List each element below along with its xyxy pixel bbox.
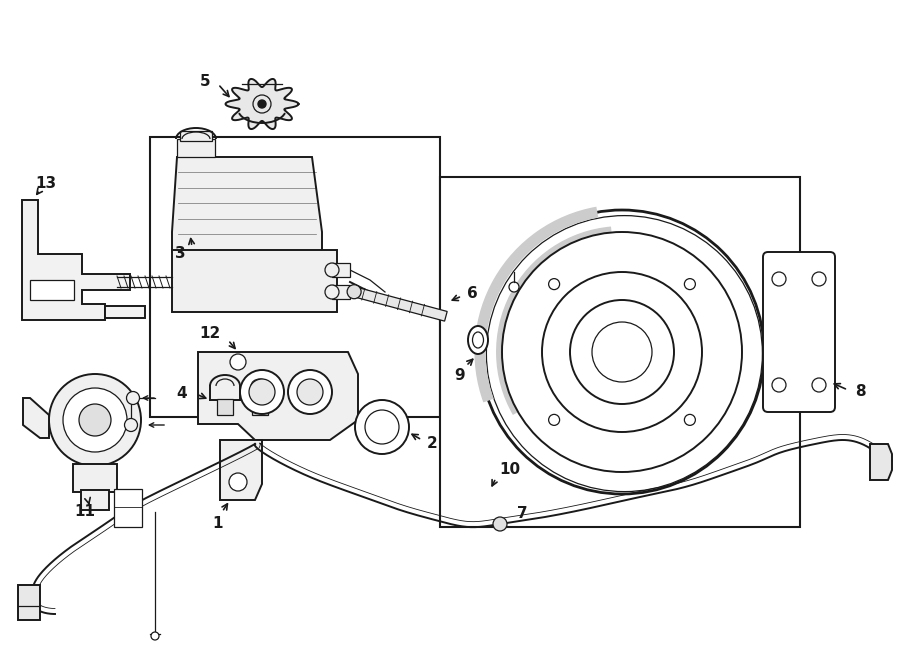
Bar bbox=[177, 139, 215, 157]
Circle shape bbox=[509, 282, 519, 292]
Text: 1: 1 bbox=[212, 516, 223, 532]
Circle shape bbox=[502, 232, 742, 472]
Circle shape bbox=[325, 263, 339, 277]
Bar bbox=[440, 177, 800, 527]
Polygon shape bbox=[220, 440, 262, 500]
Polygon shape bbox=[870, 444, 892, 480]
Circle shape bbox=[480, 210, 764, 494]
Circle shape bbox=[684, 414, 696, 426]
Bar bbox=[18, 585, 40, 620]
Bar bbox=[30, 280, 74, 300]
Bar bbox=[217, 399, 233, 415]
Polygon shape bbox=[198, 352, 358, 440]
Text: 12: 12 bbox=[200, 326, 220, 342]
Polygon shape bbox=[172, 157, 322, 252]
Circle shape bbox=[812, 378, 826, 392]
Circle shape bbox=[542, 272, 702, 432]
Circle shape bbox=[258, 100, 266, 108]
Text: 4: 4 bbox=[176, 387, 187, 401]
Circle shape bbox=[347, 285, 361, 299]
Bar bbox=[332, 285, 350, 299]
Ellipse shape bbox=[468, 326, 488, 354]
Circle shape bbox=[230, 354, 246, 370]
Bar bbox=[252, 399, 268, 415]
Bar bbox=[73, 464, 117, 492]
Text: 3: 3 bbox=[175, 246, 185, 261]
Bar bbox=[332, 263, 350, 277]
Polygon shape bbox=[353, 287, 447, 321]
Circle shape bbox=[486, 216, 762, 492]
Circle shape bbox=[592, 322, 652, 382]
Bar bbox=[172, 250, 337, 312]
Text: 6: 6 bbox=[466, 287, 477, 301]
Ellipse shape bbox=[472, 332, 483, 348]
Polygon shape bbox=[105, 306, 145, 318]
Circle shape bbox=[549, 414, 560, 426]
Text: 13: 13 bbox=[35, 177, 57, 191]
Circle shape bbox=[355, 400, 409, 454]
Text: 9: 9 bbox=[454, 369, 465, 383]
Circle shape bbox=[812, 272, 826, 286]
Text: 8: 8 bbox=[855, 385, 865, 399]
Circle shape bbox=[684, 279, 696, 289]
Text: 11: 11 bbox=[75, 504, 95, 520]
FancyBboxPatch shape bbox=[763, 252, 835, 412]
Bar bbox=[180, 131, 212, 141]
Circle shape bbox=[79, 404, 111, 436]
Circle shape bbox=[151, 632, 159, 640]
Bar bbox=[150, 137, 440, 417]
Text: 2: 2 bbox=[427, 436, 437, 451]
Circle shape bbox=[49, 374, 141, 466]
Circle shape bbox=[63, 388, 127, 452]
Text: 7: 7 bbox=[517, 506, 527, 522]
Circle shape bbox=[493, 517, 507, 531]
Text: 10: 10 bbox=[500, 463, 520, 477]
Circle shape bbox=[325, 285, 339, 299]
Circle shape bbox=[253, 95, 271, 113]
Polygon shape bbox=[226, 79, 299, 129]
Circle shape bbox=[288, 370, 332, 414]
Text: 5: 5 bbox=[200, 75, 211, 89]
Circle shape bbox=[127, 391, 140, 404]
Circle shape bbox=[772, 272, 786, 286]
Bar bbox=[114, 489, 142, 527]
Circle shape bbox=[549, 279, 560, 289]
Circle shape bbox=[240, 370, 284, 414]
Circle shape bbox=[570, 300, 674, 404]
Circle shape bbox=[249, 379, 275, 405]
Circle shape bbox=[297, 379, 323, 405]
Polygon shape bbox=[23, 398, 49, 438]
Circle shape bbox=[229, 473, 247, 491]
Circle shape bbox=[772, 378, 786, 392]
Bar bbox=[81, 490, 109, 510]
Polygon shape bbox=[22, 200, 130, 320]
Circle shape bbox=[124, 418, 138, 432]
Circle shape bbox=[365, 410, 399, 444]
